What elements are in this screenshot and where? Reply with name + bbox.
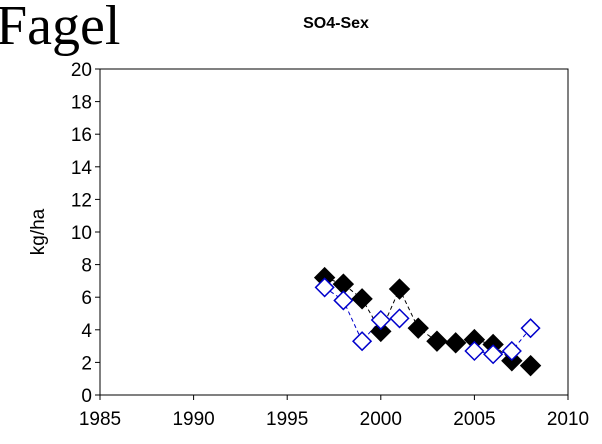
y-tick-label: 20 — [71, 60, 92, 81]
chart-title: SO4-Sex — [303, 15, 369, 32]
x-tick-label: 1985 — [79, 409, 121, 430]
page-header: Fagel — [0, 0, 120, 57]
x-tick-label: 2005 — [453, 409, 495, 430]
data-point — [314, 277, 335, 298]
data-point — [351, 288, 373, 310]
data-point — [407, 317, 429, 339]
data-point — [333, 290, 354, 311]
data-point — [519, 354, 542, 377]
y-tick-label: 18 — [71, 93, 92, 114]
data-point — [483, 344, 504, 365]
series-line — [474, 327, 531, 355]
data-point — [444, 332, 467, 354]
y-tick-label: 14 — [71, 158, 93, 179]
y-tick-label: 12 — [71, 190, 92, 211]
data-point — [464, 340, 485, 362]
y-tick-label: 8 — [81, 256, 92, 277]
data-point — [352, 331, 373, 352]
y-tick-label: 16 — [71, 125, 92, 146]
data-point — [389, 308, 410, 329]
data-point — [370, 320, 392, 343]
y-tick-label: 4 — [81, 321, 92, 342]
data-point — [426, 330, 448, 352]
data-point — [501, 340, 522, 362]
y-axis-label: kg/ha — [28, 208, 49, 255]
x-tick-label: 1995 — [266, 409, 308, 430]
data-point — [388, 278, 411, 300]
y-tick-label: 2 — [81, 353, 92, 374]
series-line — [324, 287, 400, 343]
x-tick-label: 1990 — [172, 409, 214, 430]
x-tick-label: 2000 — [360, 409, 402, 430]
y-tick-label: 6 — [81, 288, 92, 309]
data-point — [520, 318, 541, 339]
data-point — [370, 309, 391, 331]
y-tick-label: 10 — [71, 223, 92, 244]
x-tick-label: 2010 — [547, 409, 589, 430]
y-tick-label: 0 — [81, 386, 92, 407]
